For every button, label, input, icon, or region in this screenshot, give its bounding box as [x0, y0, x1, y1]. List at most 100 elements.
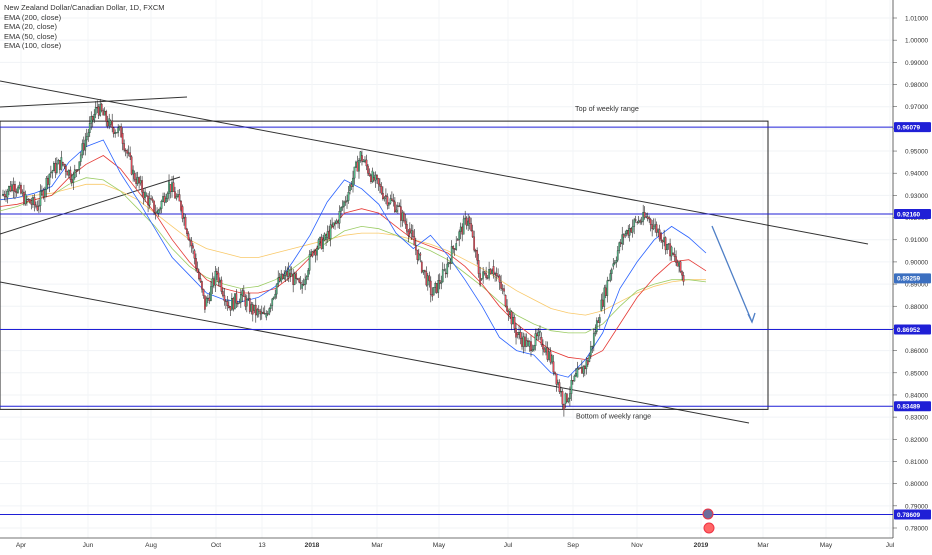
candle-body [263, 313, 266, 315]
candle-body [29, 199, 31, 204]
candles-group [2, 98, 685, 417]
candle-body [289, 272, 292, 277]
y-axis-tick-label: 0.86000 [905, 348, 929, 355]
candle-body [174, 191, 176, 199]
candle-body [664, 237, 667, 251]
candle-body [598, 317, 601, 323]
candle-body [38, 205, 40, 207]
candle-body [163, 196, 166, 203]
candle-body [618, 242, 621, 251]
candle-body [79, 154, 82, 162]
candle-body [326, 231, 329, 238]
candle-body [639, 220, 642, 223]
candle-body [138, 177, 140, 184]
candle-body [561, 391, 564, 405]
y-axis-tick-label: 0.89000 [905, 282, 929, 289]
candle-body [566, 393, 568, 402]
candle-body [446, 263, 449, 275]
candle-body [536, 333, 538, 337]
candle-body [296, 278, 299, 280]
candle-body [624, 233, 627, 236]
candle-body [471, 230, 474, 238]
candle-body [467, 220, 470, 226]
candle-body [91, 116, 94, 121]
candle-body [323, 233, 326, 241]
candle-body [55, 163, 58, 173]
candle-body [548, 351, 550, 360]
candle-body [343, 201, 345, 207]
candle-body [205, 298, 208, 307]
candle-body [388, 203, 390, 206]
candle-body [373, 177, 375, 181]
y-axis-tick-label: 0.97000 [905, 104, 929, 111]
candle-body [132, 169, 134, 175]
lower-trendline [0, 281, 750, 424]
price-level-badge [894, 401, 931, 412]
candle-body [23, 191, 25, 205]
candle-body [615, 260, 618, 263]
candle-body [120, 126, 123, 138]
candle-body [183, 216, 185, 219]
y-axis-tick-label: 1.01000 [905, 16, 929, 23]
candle-body [588, 355, 591, 362]
candle-body [121, 133, 124, 144]
x-axis-tick-label: 2018 [305, 542, 320, 549]
candle-body [21, 191, 24, 194]
indicator-ema-200[interactable]: EMA (200, close) [4, 12, 62, 22]
candle-body [604, 287, 607, 296]
candle-body [563, 404, 565, 410]
candle-body [444, 272, 447, 275]
candle-body [57, 159, 60, 165]
candle-body [657, 229, 659, 233]
candle-body [376, 174, 378, 179]
indicator-ema-20[interactable]: EMA (20, close) [4, 22, 57, 31]
candle-body [452, 246, 455, 249]
candle-body [241, 290, 244, 296]
candle-body [425, 271, 428, 286]
candle-body [648, 217, 651, 220]
annotation-top: Top of weekly range [575, 104, 639, 113]
candle-body [350, 184, 353, 187]
candle-body [557, 382, 559, 385]
candle-body [248, 297, 251, 312]
candle-body [386, 196, 389, 206]
candle-body [325, 237, 327, 240]
candle-body [69, 169, 72, 180]
candle-body [169, 184, 172, 193]
candle-body [367, 165, 369, 174]
x-axis-tick-label: Aug [145, 542, 157, 549]
candle-body [456, 239, 459, 241]
candle-body [636, 221, 639, 223]
candle-body [269, 305, 272, 309]
candle-body [320, 236, 323, 249]
symbol-title[interactable]: New Zealand Dollar/Canadian Dollar, 1D, … [4, 3, 165, 12]
candle-body [58, 159, 61, 170]
indicator-ema-100[interactable]: EMA (100, close) [4, 41, 62, 50]
y-axis-tick-label: 0.85000 [905, 370, 929, 377]
candle-body [293, 273, 296, 285]
x-axis-tick-label: 2019 [694, 542, 709, 549]
candle-body [130, 156, 133, 175]
candle-body [141, 180, 143, 193]
candle-body [492, 266, 495, 275]
candle-body [265, 313, 268, 318]
candle-body [652, 225, 655, 230]
indicator-ema-50[interactable]: EMA (50, close) [4, 31, 57, 41]
candle-body [495, 273, 498, 277]
candle-body [572, 380, 574, 382]
candle-body [103, 111, 106, 116]
candle-body [84, 139, 87, 151]
x-axis-tick-label: May [433, 542, 446, 549]
candle-body [642, 211, 645, 222]
candle-body [619, 242, 622, 245]
candle-body [613, 262, 616, 264]
event-flag-icon [702, 508, 714, 520]
candle-body [239, 294, 242, 303]
candle-body [196, 268, 199, 273]
candle-body [555, 373, 558, 385]
candle-body [284, 271, 287, 276]
candle-body [127, 152, 130, 154]
candle-body [543, 348, 546, 353]
